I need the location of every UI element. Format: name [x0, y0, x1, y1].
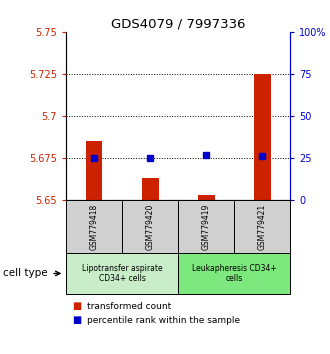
Text: GSM779418: GSM779418	[89, 204, 99, 250]
Bar	[85, 141, 102, 200]
Text: GSM779420: GSM779420	[146, 203, 155, 250]
Text: Leukapheresis CD34+
cells: Leukapheresis CD34+ cells	[192, 264, 277, 283]
Bar	[142, 178, 158, 200]
Bar	[198, 195, 214, 200]
Text: GSM779421: GSM779421	[258, 204, 267, 250]
Text: transformed count: transformed count	[87, 302, 172, 311]
Text: percentile rank within the sample: percentile rank within the sample	[87, 316, 241, 325]
Text: ■: ■	[73, 315, 82, 325]
Title: GDS4079 / 7997336: GDS4079 / 7997336	[111, 18, 246, 31]
Text: cell type: cell type	[3, 268, 48, 279]
Text: ■: ■	[73, 301, 82, 311]
Text: GSM779419: GSM779419	[202, 203, 211, 250]
Text: Lipotransfer aspirate
CD34+ cells: Lipotransfer aspirate CD34+ cells	[82, 264, 162, 283]
Bar	[254, 74, 271, 200]
